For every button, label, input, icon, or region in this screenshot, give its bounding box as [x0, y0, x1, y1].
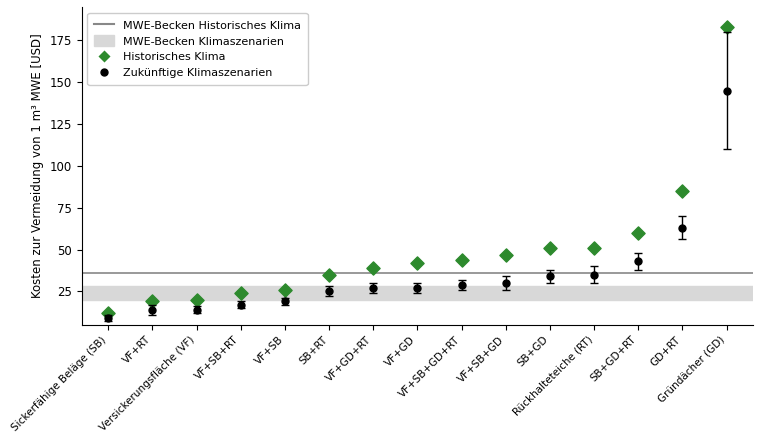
Point	[720, 23, 733, 30]
Point	[367, 264, 379, 271]
Point	[103, 310, 115, 317]
Point	[235, 290, 247, 297]
Legend: MWE-Becken Historisches Klima, MWE-Becken Klimaszenarien, Historisches Klima, Zu: MWE-Becken Historisches Klima, MWE-Becke…	[87, 12, 308, 85]
Point	[411, 259, 423, 266]
Point	[279, 286, 291, 293]
Point	[191, 296, 203, 303]
Point	[588, 244, 600, 251]
Point	[676, 187, 689, 194]
Point	[323, 271, 335, 278]
Point	[455, 256, 467, 263]
Y-axis label: Kosten zur Vermeidung von 1 m³ MWE [USD]: Kosten zur Vermeidung von 1 m³ MWE [USD]	[31, 33, 44, 298]
Point	[499, 251, 511, 258]
Bar	[82, 286, 753, 300]
Point	[147, 298, 159, 305]
Point	[544, 244, 556, 251]
Point	[632, 229, 644, 236]
